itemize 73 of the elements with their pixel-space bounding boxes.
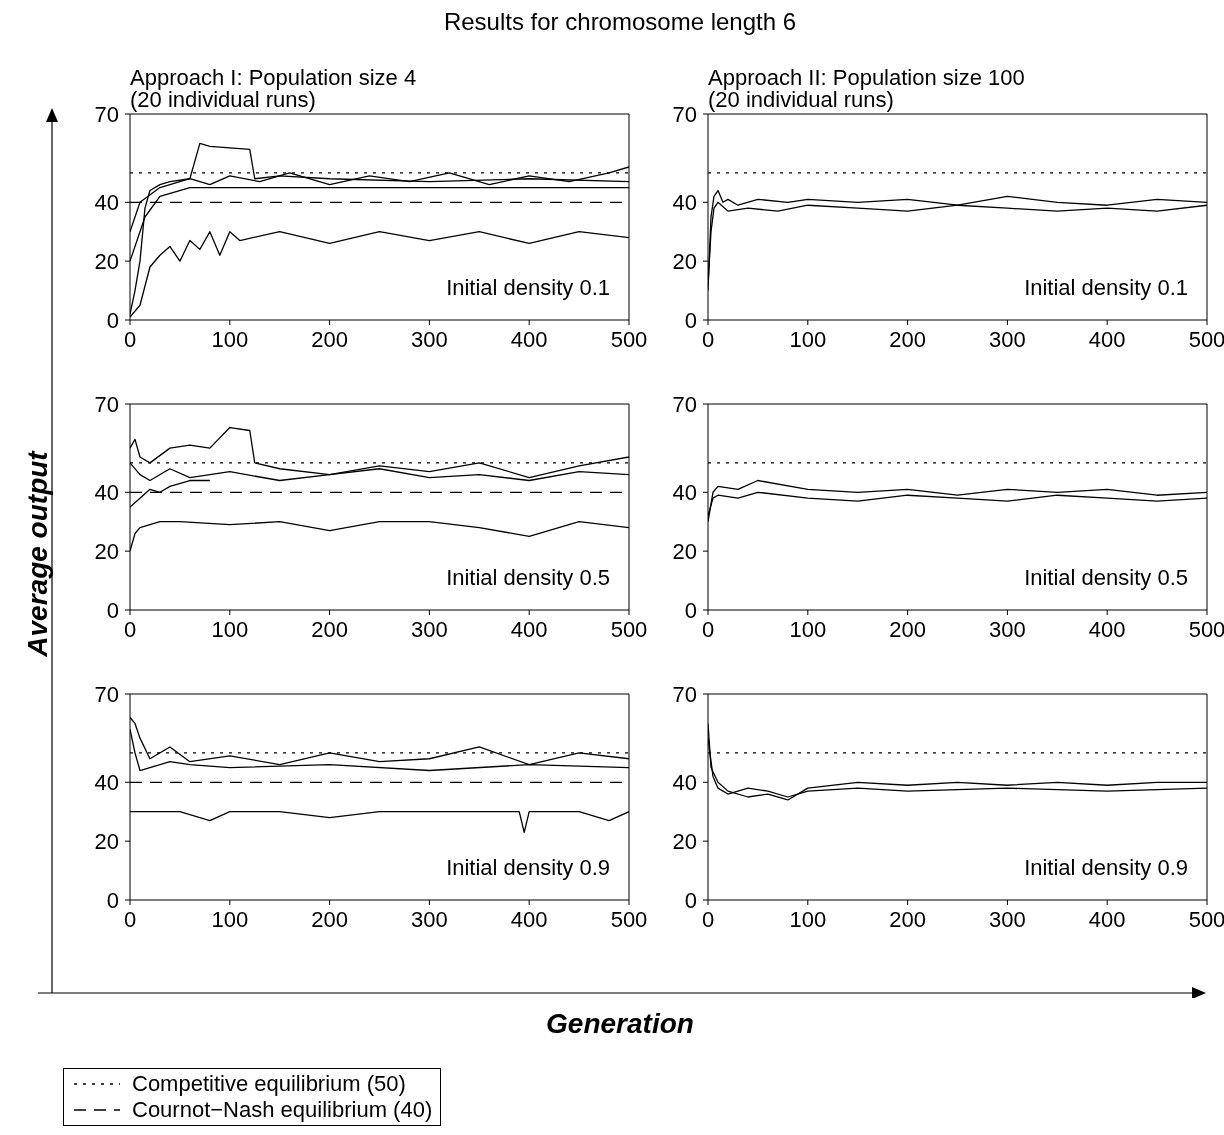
y-tick-label: 70 <box>94 101 119 127</box>
y-tick-label: 70 <box>672 101 697 127</box>
y-tick-label: 20 <box>94 538 119 564</box>
x-tick-label: 100 <box>211 616 249 642</box>
chart-subtitle: Approach I: Population size 4 (20 individual runs) <box>130 65 417 112</box>
x-axis-title: Generation <box>545 1008 695 1040</box>
x-tick-label: 100 <box>211 906 249 932</box>
x-tick-label: 100 <box>211 326 249 352</box>
y-tick-label: 40 <box>672 770 697 796</box>
y-tick-label: 70 <box>94 681 119 707</box>
annotation: Initial density 0.9 <box>446 855 610 881</box>
y-tick-label: 40 <box>94 770 119 796</box>
y-tick-label: 0 <box>684 307 697 333</box>
y-tick-label: 40 <box>672 480 697 506</box>
x-tick-label: 200 <box>311 616 348 642</box>
x-tick-label: 100 <box>789 906 827 932</box>
x-tick-label: 500 <box>610 326 648 352</box>
x-tick-label: 200 <box>889 616 926 642</box>
x-tick-label: 300 <box>989 906 1026 932</box>
annotation: Initial density 0.9 <box>1024 855 1188 881</box>
x-tick-label: 300 <box>411 326 448 352</box>
y-tick-label: 0 <box>106 307 119 333</box>
legend-label: Competitive equilibrium (50) <box>131 1071 407 1097</box>
annotation: Initial density 0.1 <box>1024 275 1188 301</box>
x-tick-label: 100 <box>789 326 827 352</box>
y-tick-label: 0 <box>106 597 119 623</box>
x-tick-label: 400 <box>1088 906 1126 932</box>
y-tick-label: 40 <box>94 190 119 216</box>
legend-label: Cournot−Nash equilibrium (40) <box>131 1097 433 1123</box>
y-tick-label: 20 <box>94 828 119 854</box>
annotation: Initial density 0.5 <box>446 565 610 591</box>
x-tick-label: 200 <box>311 326 348 352</box>
y-tick-label: 0 <box>684 597 697 623</box>
x-tick-label: 0 <box>701 616 715 642</box>
x-tick-label: 500 <box>1188 326 1224 352</box>
y-tick-label: 20 <box>672 828 697 854</box>
x-tick-label: 0 <box>701 326 715 352</box>
y-tick-label: 70 <box>94 391 119 417</box>
annotation: Initial density 0.5 <box>1024 565 1188 591</box>
x-tick-label: 400 <box>1088 326 1126 352</box>
x-tick-label: 500 <box>1188 906 1224 932</box>
y-tick-label: 20 <box>94 248 119 274</box>
x-tick-label: 0 <box>123 616 137 642</box>
x-tick-label: 300 <box>411 616 448 642</box>
y-tick-label: 0 <box>106 887 119 913</box>
x-tick-label: 200 <box>889 906 926 932</box>
x-tick-label: 300 <box>989 326 1026 352</box>
x-tick-label: 200 <box>889 326 926 352</box>
y-tick-label: 20 <box>672 248 697 274</box>
annotation: Initial density 0.1 <box>446 275 610 301</box>
x-tick-label: 200 <box>311 906 348 932</box>
y-tick-label: 40 <box>672 190 697 216</box>
chart-title: Results for chromosome length 6 <box>442 8 798 36</box>
x-tick-label: 400 <box>510 616 548 642</box>
x-tick-label: 500 <box>1188 616 1224 642</box>
x-tick-label: 0 <box>701 906 715 932</box>
y-tick-label: 0 <box>684 887 697 913</box>
x-tick-label: 500 <box>610 906 648 932</box>
x-tick-label: 0 <box>123 906 137 932</box>
x-tick-label: 400 <box>1088 616 1126 642</box>
x-tick-label: 100 <box>789 616 827 642</box>
x-tick-label: 400 <box>510 906 548 932</box>
x-tick-label: 500 <box>610 616 648 642</box>
x-tick-label: 300 <box>411 906 448 932</box>
x-tick-label: 400 <box>510 326 548 352</box>
chart-subtitle: Approach II: Population size 100 (20 individual runs) <box>708 65 1025 112</box>
y-tick-label: 40 <box>94 480 119 506</box>
y-axis-title: Average output <box>22 449 54 659</box>
x-tick-label: 300 <box>989 616 1026 642</box>
y-tick-label: 70 <box>672 681 697 707</box>
x-tick-label: 0 <box>123 326 137 352</box>
y-tick-label: 70 <box>672 391 697 417</box>
y-tick-label: 20 <box>672 538 697 564</box>
